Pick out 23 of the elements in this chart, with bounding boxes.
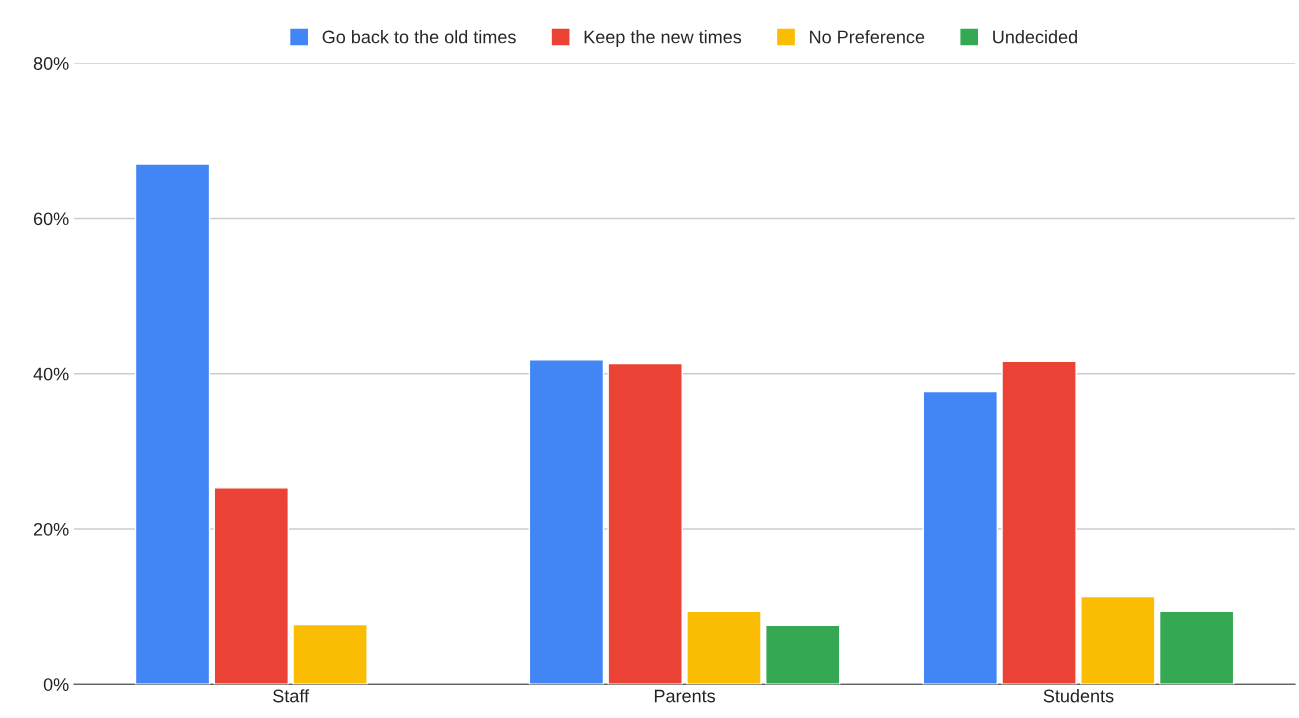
bar — [528, 359, 605, 685]
bar — [1080, 595, 1156, 685]
y-tick-label: 0% — [43, 678, 69, 691]
x-tick-label: Staff — [273, 689, 310, 703]
legend-label: Undecided — [993, 30, 1077, 44]
y-tick-label: 80% — [33, 57, 69, 70]
x-tick-label: Students — [1043, 689, 1114, 703]
bar — [686, 610, 762, 685]
bar — [922, 390, 999, 685]
legend-label: Keep the new times — [584, 30, 742, 47]
bar — [765, 624, 841, 685]
bar — [1158, 610, 1235, 685]
x-tick-label: Parents — [654, 689, 716, 703]
bar — [134, 163, 211, 685]
legend-label: Go back to the old times — [322, 30, 516, 44]
bar — [1001, 360, 1077, 685]
bar — [292, 623, 368, 685]
bar — [607, 362, 683, 685]
y-tick-label: 60% — [33, 212, 69, 226]
y-tick-label: 20% — [33, 522, 69, 536]
bar — [213, 487, 290, 685]
legend-label: No Preference — [810, 30, 925, 44]
y-tick-label: 40% — [33, 367, 69, 381]
